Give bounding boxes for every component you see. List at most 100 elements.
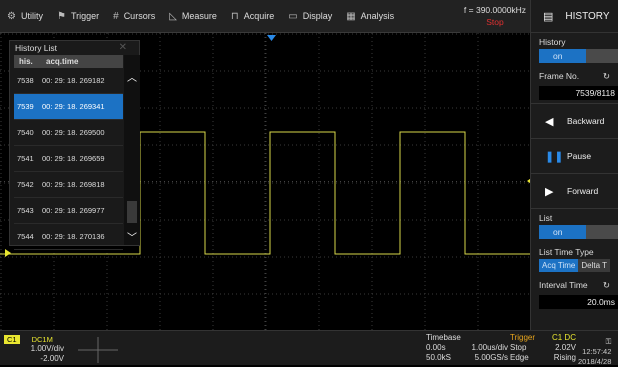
history-list-header: his. acq.time — [14, 55, 123, 68]
interval-time-text: Interval Time — [539, 280, 588, 290]
ch1-scale: 1.00V/div — [30, 344, 64, 353]
menu-measure[interactable]: ◺ Measure — [162, 0, 224, 32]
menu-trigger[interactable]: ⚑ Trigger — [50, 0, 106, 32]
timebase-scale: 1.00us/div — [471, 343, 508, 352]
frequency-value: f = 390.0000kHz — [463, 5, 527, 15]
history-row-time: 00: 29: 18. 269977 — [42, 206, 105, 215]
ch1-offset-marker[interactable] — [5, 249, 11, 257]
ch1-offset: -2.00V — [40, 354, 64, 363]
col-his: his. — [19, 57, 33, 66]
forward-button[interactable]: ▶ Forward — [531, 173, 618, 208]
frame-no-label: Frame No. ↻ — [531, 67, 618, 84]
history-list-scrollbar[interactable]: ︿ ﹀ — [124, 55, 140, 245]
trigger-info[interactable]: Trigger C1 DC Stop 2.02V Edge Rising — [510, 333, 576, 363]
delta-t-option[interactable]: Delta T — [578, 259, 610, 272]
forward-label: Forward — [567, 186, 599, 196]
measure-icon: ◺ — [169, 10, 177, 22]
run-state[interactable]: Stop — [486, 17, 504, 27]
menu-display[interactable]: ▭ Display — [281, 0, 339, 32]
menu-label: Display — [302, 11, 333, 21]
history-list-title-text: History List — [15, 43, 58, 53]
backward-button[interactable]: ◀ Backward — [531, 103, 618, 138]
scrollbar-thumb[interactable] — [127, 201, 137, 223]
history-label-text: History — [539, 37, 566, 47]
list-label-text: List — [539, 213, 553, 223]
history-row[interactable]: 7538 00: 29: 18. 269182 — [14, 68, 123, 94]
trigger-slope: Rising — [553, 353, 576, 362]
history-row-time: 00: 29: 18. 269659 — [42, 154, 105, 163]
timebase-info[interactable]: Timebase 0.00s 1.00us/div 50.0kS 5.00GS/s — [426, 333, 508, 363]
timebase-points: 50.0kS — [426, 353, 451, 362]
display-icon: ▭ — [288, 10, 298, 22]
timebase-delay: 0.00s — [426, 343, 446, 352]
interval-time-label: Interval Time ↻ — [531, 276, 618, 293]
menu-label: Analysis — [360, 11, 395, 21]
chevron-up-icon[interactable]: ︿ — [127, 73, 137, 84]
timebase-label: Timebase — [426, 333, 461, 342]
history-toggle-on[interactable]: on — [539, 49, 587, 63]
menu-label: Measure — [181, 11, 217, 21]
frame-no-text: Frame No. — [539, 71, 580, 81]
clock: ⚿ 12:57:42 2018/4/28 — [578, 337, 611, 367]
trigger-label: Trigger — [510, 333, 536, 342]
history-row[interactable]: 7544 00: 29: 18. 270136 — [14, 224, 123, 250]
trigger-type: Edge — [510, 353, 529, 362]
menu-bar: ⚙ Utility ⚑ Trigger # Cursors ◺ Measure ⊓ Acquire… — [0, 0, 530, 33]
list-toggle[interactable]: on — [539, 225, 618, 239]
frame-no-value[interactable]: 7539/8118 — [539, 86, 618, 100]
history-toggle-off[interactable] — [586, 49, 618, 63]
frequency-readout: f = 390.0000kHz Stop — [460, 0, 530, 33]
ch1-info[interactable]: C1 DC1M 1.00V/div -2.00V — [4, 335, 74, 365]
menu-label: Trigger — [70, 11, 100, 21]
menu-utility[interactable]: ⚙ Utility — [0, 0, 50, 32]
history-toggle[interactable]: on — [539, 49, 618, 63]
close-icon[interactable]: ✕ — [118, 42, 127, 53]
history-list-panel: History List ✕ his. acq.time 7538 00: 29:… — [9, 40, 140, 250]
acquire-icon: ⊓ — [230, 10, 239, 22]
list-toggle-on[interactable]: on — [539, 225, 587, 239]
history-row[interactable]: 7539 00: 29: 18. 269341 — [14, 94, 123, 120]
analysis-icon: ▦ — [346, 10, 356, 22]
add-channel-icon[interactable] — [78, 337, 118, 363]
menu-label: Utility — [20, 11, 43, 21]
ch1-trace — [0, 131, 530, 255]
history-panel-title: HISTORY — [565, 10, 610, 22]
history-row-time: 00: 29: 18. 269500 — [42, 128, 105, 137]
menu-acquire[interactable]: ⊓ Acquire — [224, 0, 281, 32]
history-row[interactable]: 7543 00: 29: 18. 269977 — [14, 198, 123, 224]
gear-icon: ⚙ — [7, 10, 16, 22]
network-icon: ⚿ — [605, 337, 612, 346]
acq-time-option[interactable]: Acq Time — [539, 259, 579, 272]
backward-label: Backward — [567, 116, 605, 126]
pause-button[interactable]: ❚❚ Pause — [531, 138, 618, 173]
history-row[interactable]: 7541 00: 29: 18. 269659 — [14, 146, 123, 172]
history-row-index: 7544 — [17, 232, 34, 241]
refresh-icon[interactable]: ↻ — [602, 280, 610, 290]
history-row-time: 00: 29: 18. 269182 — [42, 76, 105, 85]
clock-date: 2018/4/28 — [578, 357, 612, 366]
refresh-icon[interactable]: ↻ — [602, 71, 610, 81]
menu-cursors[interactable]: # Cursors — [106, 0, 162, 32]
clock-time: 12:57:42 — [582, 347, 612, 356]
col-acq-time: acq.time — [46, 57, 79, 66]
list-time-type-selector[interactable]: Acq Time Delta T — [539, 259, 618, 272]
chevron-down-icon[interactable]: ﹀ — [127, 233, 137, 244]
history-row-index: 7540 — [17, 128, 34, 137]
list-toggle-off[interactable] — [586, 225, 618, 239]
menu-analysis[interactable]: ▦ Analysis — [339, 0, 401, 32]
ch1-badge: C1 — [4, 335, 20, 344]
forward-icon: ▶ — [545, 185, 554, 198]
history-list-title: History List ✕ — [10, 41, 139, 55]
menu-label: Acquire — [243, 11, 275, 21]
history-row-time: 00: 29: 18. 269818 — [42, 180, 105, 189]
history-row[interactable]: 7540 00: 29: 18. 269500 — [14, 120, 123, 146]
status-bar: C1 DC1M 1.00V/div -2.00V Timebase 0.00s 1.… — [0, 330, 618, 367]
history-row-index: 7541 — [17, 154, 34, 163]
trigger-level: 2.02V — [555, 343, 576, 352]
interval-time-value[interactable]: 20.0ms — [539, 295, 618, 309]
list-time-type-text: List Time Type — [539, 247, 594, 257]
history-row[interactable]: 7542 00: 29: 18. 269818 — [14, 172, 123, 198]
list-time-type-label: List Time Type — [531, 243, 618, 259]
backward-icon: ◀ — [545, 115, 554, 128]
trigger-position-marker[interactable] — [267, 35, 276, 41]
